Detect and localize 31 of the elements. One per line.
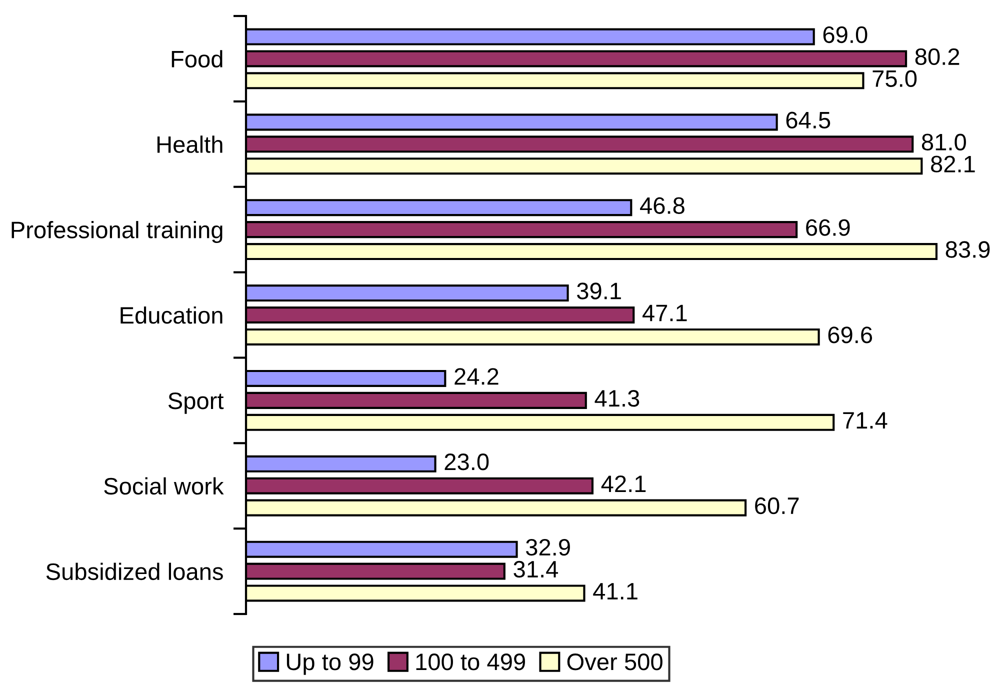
data-label: 23.0 (444, 454, 489, 470)
data-label: 82.1 (931, 156, 975, 172)
data-label: 32.9 (526, 538, 570, 556)
data-label: 24.2 (454, 368, 498, 385)
data-label: 39.1 (577, 282, 621, 300)
data-label: 69.0 (823, 26, 868, 44)
data-label: 69.6 (828, 326, 872, 344)
legend-label: Over 500 (567, 654, 662, 670)
y-tick-label: Social work (104, 477, 224, 495)
data-label: 47.1 (642, 304, 687, 322)
y-tick-label: Health (157, 136, 222, 153)
legend-label: Up to 99 (286, 654, 374, 675)
legend-label: 100 to 499 (416, 654, 525, 670)
y-tick-label: Food (172, 50, 222, 68)
data-label: 80.2 (915, 48, 960, 66)
data-label: 75.0 (872, 70, 917, 88)
data-label: 41.3 (594, 390, 640, 407)
data-label: 46.8 (640, 197, 684, 214)
data-label: 83.9 (946, 241, 990, 258)
data-label: 31.4 (514, 560, 558, 578)
data-label: 64.5 (786, 112, 830, 129)
data-label: 71.4 (843, 412, 888, 428)
data-label: 60.7 (755, 497, 799, 514)
y-tick-label: Sport (168, 392, 224, 414)
y-tick-label: Professional training (12, 221, 222, 244)
data-label: 66.9 (806, 219, 850, 236)
data-label: 42.1 (601, 475, 646, 492)
y-tick-label: Subsidized loans (46, 562, 223, 580)
y-tick-label: Education (120, 306, 222, 324)
data-label: 81.0 (922, 134, 966, 150)
data-label: 41.1 (593, 583, 638, 600)
